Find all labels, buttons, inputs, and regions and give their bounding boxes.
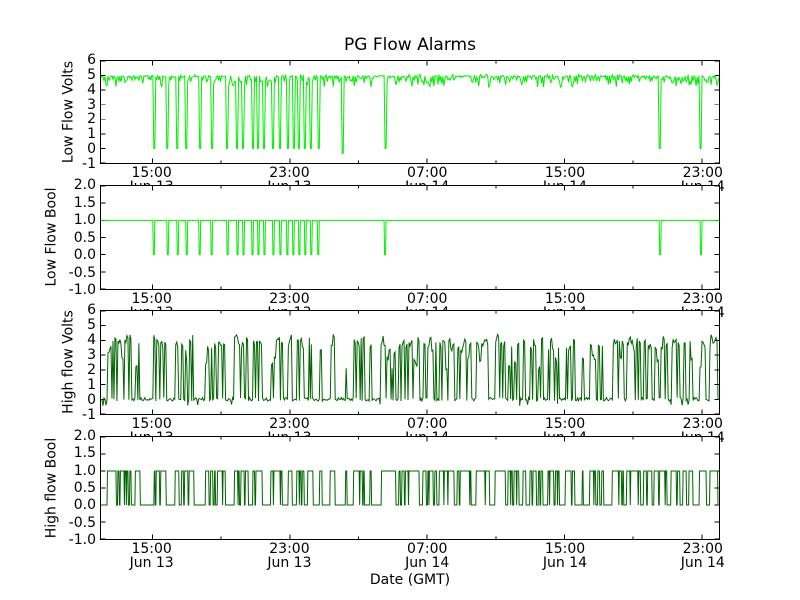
y-tick-label-low-flow-volts: 3: [87, 96, 96, 113]
y-tick-label-low-flow-bool: 0.0: [73, 247, 96, 263]
y-tick-label-low-flow-volts: 2: [87, 111, 96, 128]
plot-area-low-flow-volts: [100, 60, 720, 164]
x-tick-time-label: 07:00: [407, 416, 448, 432]
y-tick-label-high-flow-bool: 2.0: [73, 428, 96, 444]
x-tick-time-label: 23:00: [682, 416, 723, 432]
y-tick-label-high-flow-volts: 4: [87, 332, 96, 348]
y-tick-label-high-flow-bool: -0.5: [68, 514, 96, 531]
x-tick-time-label: 15:00: [131, 416, 172, 432]
x-tick-time-label: 23:00: [682, 541, 723, 557]
x-tick-time-label: 15:00: [131, 165, 172, 181]
plot-area-low-flow-bool: [100, 185, 720, 290]
x-tick-time-label: 15:00: [131, 541, 172, 557]
y-tick-label-high-flow-volts: 1: [87, 377, 96, 393]
y-tick-label-high-flow-volts: 6: [87, 302, 96, 318]
x-tick-date-label: Jun 14: [542, 555, 588, 571]
x-tick-time-label: 15:00: [544, 416, 586, 432]
x-tick-time-label: 15:00: [544, 541, 586, 557]
x-tick-time-label: 23:00: [682, 165, 723, 181]
x-tick-date-label: Jun 14: [405, 555, 450, 571]
y-tick-label-low-flow-bool: 0.5: [73, 229, 96, 246]
x-tick-time-label: 07:00: [407, 541, 448, 557]
x-tick-time-label: 23:00: [269, 165, 310, 181]
y-tick-label-low-flow-volts: 4: [87, 81, 96, 98]
y-tick-label-low-flow-bool: -0.5: [68, 264, 96, 281]
y-tick-label-high-flow-volts: 3: [87, 347, 96, 363]
y-tick-label-low-flow-bool: 1.0: [73, 212, 96, 228]
y-tick-label-high-flow-bool: 0.5: [73, 480, 96, 496]
y-tick-label-low-flow-bool: 2.0: [73, 177, 96, 193]
y-tick-label-low-flow-volts: -1: [82, 156, 96, 172]
y-tick-label-high-flow-volts: 0: [87, 392, 96, 408]
y-tick-label-high-flow-bool: 1.5: [73, 445, 96, 462]
y-tick-label-high-flow-volts: 5: [87, 317, 96, 333]
x-tick-time-label: 15:00: [131, 291, 172, 307]
x-axis-label: Date (GMT): [369, 572, 451, 588]
x-tick-time-label: 23:00: [269, 416, 310, 432]
x-tick-date-label: Jun 13: [267, 555, 312, 571]
x-tick-time-label: 07:00: [407, 165, 448, 181]
x-tick-date-label: Jun 14: [680, 555, 725, 571]
y-tick-label-low-flow-volts: 6: [87, 52, 96, 68]
y-tick-label-low-flow-volts: 1: [87, 126, 96, 143]
plot-area-high-flow-volts: [100, 310, 720, 415]
y-tick-label-high-flow-bool: 0.0: [73, 497, 96, 514]
x-tick-time-label: 07:00: [407, 291, 448, 307]
plot-area-high-flow-bool: [100, 436, 720, 540]
y-tick-label-low-flow-bool: 1.5: [73, 194, 96, 211]
y-tick-label-high-flow-volts: 2: [87, 362, 96, 378]
y-tick-label-high-flow-volts: -1: [82, 407, 96, 423]
y-tick-label-low-flow-volts: 0: [87, 141, 96, 158]
x-tick-time-label: 23:00: [269, 291, 310, 307]
x-tick-date-label: Jun 13: [129, 555, 174, 571]
y-tick-label-high-flow-bool: -1.0: [68, 532, 96, 548]
x-tick-time-label: 23:00: [269, 541, 310, 557]
y-tick-label-low-flow-bool: -1.0: [68, 282, 96, 298]
figure-title: PG Flow Alarms: [344, 35, 476, 55]
x-tick-time-label: 15:00: [544, 291, 586, 307]
x-tick-time-label: 23:00: [682, 291, 723, 307]
y-tick-label-low-flow-volts: 5: [87, 66, 96, 83]
y-tick-label-high-flow-bool: 1.0: [73, 462, 96, 479]
x-tick-time-label: 15:00: [544, 165, 586, 181]
